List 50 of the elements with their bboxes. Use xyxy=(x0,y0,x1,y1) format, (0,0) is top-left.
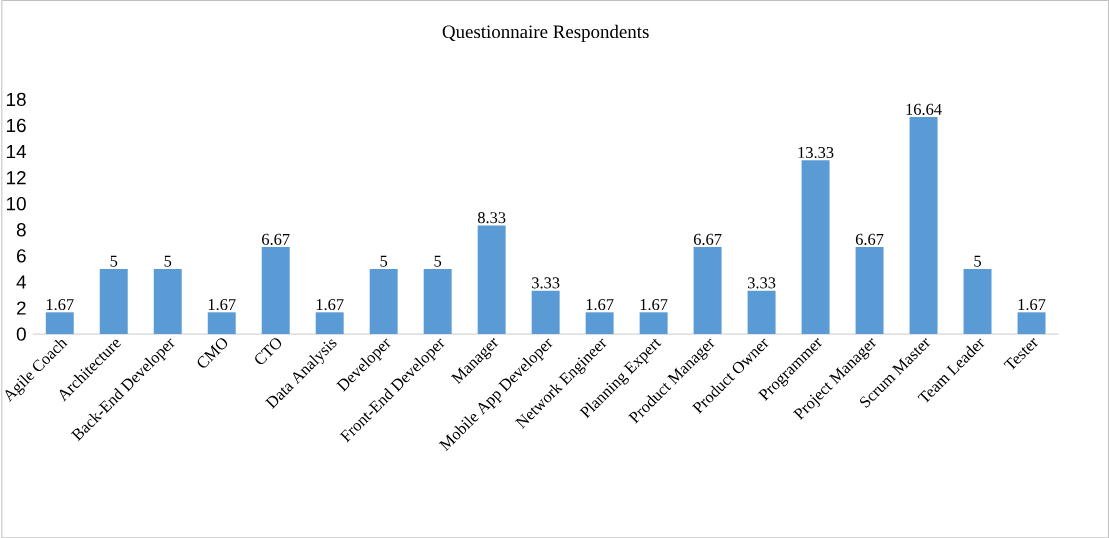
y-tick-label: 6 xyxy=(17,248,26,263)
bar xyxy=(99,268,128,334)
bar xyxy=(45,312,74,334)
data-label: 5 xyxy=(380,255,388,267)
data-label: 5 xyxy=(434,255,442,267)
data-label: 13.33 xyxy=(798,146,834,158)
bar xyxy=(207,312,236,334)
bar xyxy=(747,290,776,334)
data-label: 1.67 xyxy=(640,298,668,310)
data-label: 6.67 xyxy=(693,233,722,245)
x-tick-label: CTO xyxy=(255,338,282,364)
bar xyxy=(585,312,614,334)
y-tick-label: 18 xyxy=(6,92,26,106)
bar xyxy=(909,116,938,334)
bar xyxy=(1017,312,1046,334)
bar xyxy=(639,312,668,334)
data-label: 16.64 xyxy=(906,103,942,115)
y-tick-label: 14 xyxy=(6,144,27,158)
bar xyxy=(369,268,398,334)
y-tick-label: 12 xyxy=(6,170,26,185)
bar xyxy=(531,290,560,334)
data-label: 6.67 xyxy=(855,233,884,245)
bar xyxy=(423,268,452,334)
bar xyxy=(477,225,506,334)
data-label: 1.67 xyxy=(208,298,236,310)
y-tick-label: 16 xyxy=(6,118,26,132)
bar xyxy=(315,312,344,334)
y-tick-label: 4 xyxy=(16,275,27,289)
data-label: 1.67 xyxy=(586,298,614,310)
data-label: 5 xyxy=(164,255,172,267)
data-label: 6.67 xyxy=(262,233,290,245)
data-label: 1.67 xyxy=(46,298,74,310)
bar xyxy=(801,160,830,334)
data-label: 3.33 xyxy=(532,277,560,289)
bar xyxy=(153,268,182,334)
y-tick-label: 2 xyxy=(17,301,26,315)
data-label: 1.67 xyxy=(1018,298,1046,310)
data-label: 3.33 xyxy=(748,277,776,289)
bar xyxy=(261,246,290,334)
data-label: 8.33 xyxy=(477,211,506,224)
y-tick-label: 0 xyxy=(16,327,26,341)
y-tick-label: 8 xyxy=(16,222,26,237)
chart-title: Questionnaire Respondents xyxy=(442,24,649,42)
bar xyxy=(855,246,884,334)
data-label: 1.67 xyxy=(316,298,344,310)
y-tick-label: 10 xyxy=(6,196,26,211)
bar xyxy=(693,246,722,334)
bar xyxy=(963,268,992,334)
data-label: 5 xyxy=(974,255,981,267)
data-label: 5 xyxy=(110,255,118,267)
